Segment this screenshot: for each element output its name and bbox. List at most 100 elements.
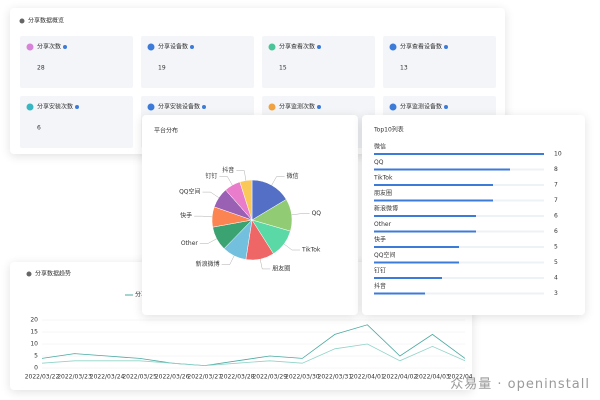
pie-label: 抖音 — [222, 166, 234, 174]
x-tick-label: 2022/04/01 — [350, 374, 385, 381]
card-label: 分享安装设备数 — [158, 103, 200, 111]
pie-label: QQ空间 — [179, 188, 200, 196]
value-label: 10 — [554, 151, 562, 158]
card-icon — [268, 43, 276, 51]
stat-card — [20, 36, 133, 88]
item-label: 朋友圈 — [374, 189, 392, 197]
bar — [374, 292, 425, 295]
pie-label: 快手 — [180, 212, 192, 220]
bar — [374, 184, 493, 186]
card-label: 分享查看设备数 — [400, 43, 442, 51]
bar — [374, 215, 476, 217]
y-tick-label: 10 — [30, 341, 38, 348]
card-label: 分享监测设备数 — [400, 103, 442, 111]
title-icon — [19, 18, 25, 24]
info-icon — [63, 45, 67, 49]
bar — [374, 277, 442, 279]
pie-label: 新浪微博 — [196, 260, 220, 268]
panel-title: 平台分布 — [154, 127, 178, 135]
item-label: 钉钉 — [374, 267, 386, 275]
value-label: 6 — [554, 228, 558, 235]
title-icon — [26, 271, 32, 277]
series-line — [41, 343, 466, 367]
pie-label: 朋友圈 — [272, 264, 290, 272]
card-value: 28 — [37, 65, 45, 72]
x-tick-label: 2022/03/29 — [252, 374, 287, 381]
top10-panel: Top10列表 微信 10 QQ 8 TikTok 7 朋友圈 7 新浪微博 6 Other 6 快手 5 Q… — [362, 115, 585, 315]
card-icon — [147, 103, 155, 111]
card-value: 19 — [158, 65, 166, 72]
value-label: 6 — [554, 213, 558, 220]
label-line — [283, 243, 300, 251]
card-icon — [389, 103, 397, 111]
value-label: 7 — [554, 182, 558, 189]
bar — [374, 153, 544, 155]
item-label: 抖音 — [374, 282, 386, 290]
y-tick-label: 0 — [34, 365, 38, 372]
label-line — [199, 238, 217, 244]
stat-card — [141, 36, 254, 88]
item-label: QQ空间 — [374, 251, 395, 259]
card-label: 分享安装次数 — [37, 103, 73, 111]
bar — [374, 168, 510, 171]
bar — [374, 261, 459, 264]
pie-slice — [239, 179, 253, 221]
x-tick-label: 2022/04/02 — [383, 374, 418, 381]
x-tick-label: 2022/03/31 — [318, 374, 353, 381]
panel-title: Top10列表 — [373, 126, 404, 134]
pie-label: 钉钉 — [205, 172, 217, 180]
value-label: 7 — [554, 197, 558, 204]
card-label: 分享次数 — [37, 43, 61, 51]
stat-card — [262, 36, 375, 88]
card-icon — [268, 103, 276, 111]
info-icon — [317, 105, 321, 109]
x-tick-label: 2022/03/27 — [187, 374, 222, 381]
value-label: 3 — [554, 290, 558, 297]
card-label: 分享设备数 — [158, 43, 188, 51]
x-tick-label: 2022/03/22 — [25, 374, 60, 381]
card-value: 15 — [279, 65, 287, 72]
y-tick-label: 5 — [34, 353, 38, 360]
value-label: 8 — [554, 166, 558, 173]
card-label: 分享监测次数 — [279, 103, 315, 111]
x-tick-label: 2022/03/28 — [220, 374, 255, 381]
x-tick-label: 2022/03/26 — [155, 374, 190, 381]
info-icon — [444, 105, 448, 109]
y-tick-label: 15 — [30, 329, 38, 336]
value-label: 5 — [554, 244, 558, 251]
x-tick-label: 2022/03/24 — [90, 374, 125, 381]
y-tick-label: 20 — [30, 317, 38, 324]
track — [374, 277, 544, 279]
stat-card — [383, 36, 496, 88]
pie-label: TikTok — [301, 247, 321, 254]
panel-title: 分享数据概览 — [28, 17, 64, 25]
label-line — [271, 176, 285, 186]
x-tick-label: 2022/04/04 — [448, 374, 472, 381]
pie-label: QQ — [312, 210, 322, 217]
card-icon — [147, 43, 155, 51]
label-line — [219, 176, 233, 186]
track — [374, 292, 544, 295]
item-label: 微信 — [374, 143, 386, 151]
info-icon — [444, 45, 448, 49]
bar — [374, 199, 493, 202]
value-label: 5 — [554, 259, 558, 266]
item-label: QQ — [374, 159, 384, 166]
value-label: 4 — [554, 275, 558, 282]
x-tick-label: 2022/03/30 — [285, 374, 320, 381]
info-icon — [202, 105, 206, 109]
card-icon — [26, 103, 34, 111]
x-tick-label: 2022/03/25 — [122, 374, 157, 381]
item-label: TikTok — [373, 175, 393, 182]
label-line — [202, 191, 219, 198]
stat-card — [20, 96, 133, 148]
x-tick-label: 2022/04/03 — [415, 374, 450, 381]
platform-panel: 平台分布 微信 QQ TikTok 朋友圈 新浪微博 Other 快手 QQ空间 钉钉 抖音 — [142, 115, 358, 315]
panel-title: 分享数据趋势 — [35, 270, 71, 278]
info-icon — [75, 105, 79, 109]
trend-svg: 分享数据趋势051015202022/03/222022/03/232022/0… — [25, 270, 472, 381]
card-value: 6 — [37, 125, 41, 132]
